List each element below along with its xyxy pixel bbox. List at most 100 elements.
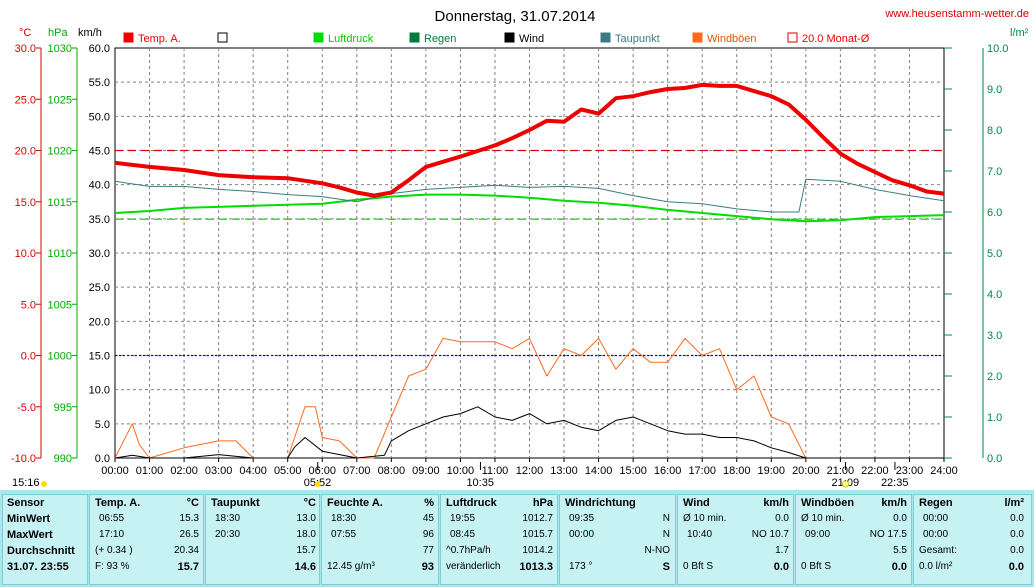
row-max: MaxWert xyxy=(7,529,53,541)
legend-swatch xyxy=(217,32,228,43)
gust-value: NO 17.5 xyxy=(869,529,907,540)
rain-value: 0.0 xyxy=(1010,545,1024,556)
x-tick-label: 02:00 xyxy=(170,465,198,477)
pressure-tick-label: 1025 xyxy=(48,94,72,106)
legend-label: Luftdruck xyxy=(328,33,374,45)
x-tick-label: 09:00 xyxy=(412,465,440,477)
dewpoint-column xyxy=(205,494,320,585)
direction-value: S xyxy=(662,561,670,573)
pressure-header: Luftdruck xyxy=(446,497,497,509)
dewpoint-unit: °C xyxy=(303,497,316,509)
pressure-tick-label: 1020 xyxy=(48,146,72,158)
direction-value: N-NO xyxy=(644,545,670,556)
x-tick-label: 12:00 xyxy=(516,465,544,477)
direction-label: 00:00 xyxy=(569,529,595,540)
x-tick-label: 22:00 xyxy=(861,465,889,477)
pressure-tick-label: 1015 xyxy=(48,197,72,209)
rain-tick-label: 4.0 xyxy=(987,289,1002,301)
gust-label: 09:00 xyxy=(805,529,831,540)
temp-tick-label: 20.0 xyxy=(15,146,36,158)
legend-label: Wind xyxy=(519,33,544,45)
weather-chart: Donnerstag, 31.07.2014 www.heusenstamm-we… xyxy=(11,8,1029,489)
wind-tick-label: 15.0 xyxy=(89,351,110,363)
gust-header: Windböen xyxy=(801,497,855,509)
temp-tick-label: -5.0 xyxy=(17,402,36,414)
legend-swatch xyxy=(409,32,420,43)
series-line-luftdruck xyxy=(114,193,945,223)
temp-tick-label: 30.0 xyxy=(15,43,36,55)
rain-value: 0.0 xyxy=(1010,513,1024,524)
series-line-taupunkt xyxy=(114,178,945,213)
series-line-wind xyxy=(114,406,944,459)
x-tick-label: 15:00 xyxy=(619,465,647,477)
temp-label: 17:10 xyxy=(99,529,125,540)
x-tick-label: 04:00 xyxy=(239,465,267,477)
dewpoint-label: 18:30 xyxy=(215,513,241,524)
pressure-tick-label: 990 xyxy=(54,453,72,465)
chart-title: Donnerstag, 31.07.2014 xyxy=(435,8,596,25)
temp-unit-label: °C xyxy=(19,27,31,39)
x-tick-label: 18:00 xyxy=(723,465,751,477)
pressure-value: 1015.7 xyxy=(522,529,553,540)
pressure-value: 1012.7 xyxy=(522,513,553,524)
x-tick-label: 24:00 xyxy=(930,465,958,477)
x-tick-label: 19:00 xyxy=(758,465,786,477)
site-url: www.heusenstamm-wetter.de xyxy=(884,8,1029,20)
wind-tick-label: 20.0 xyxy=(89,316,110,328)
wind-tick-label: 55.0 xyxy=(89,77,110,89)
legend-swatch xyxy=(692,32,703,43)
rain-unit: l/m² xyxy=(1004,497,1024,509)
wind-header: Wind xyxy=(683,497,710,509)
row-avg: Durchschnitt xyxy=(7,545,75,557)
rain-value: 0.0 xyxy=(1008,561,1024,573)
dewpoint-value: 15.7 xyxy=(296,545,316,556)
humidity-label: 18:30 xyxy=(331,513,357,524)
moon-icon xyxy=(842,480,850,488)
rain-tick-label: 0.0 xyxy=(987,453,1002,465)
legend-swatch xyxy=(123,32,134,43)
direction-header: Windrichtung xyxy=(565,497,636,509)
wind-tick-label: 50.0 xyxy=(89,111,110,123)
rain-tick-label: 3.0 xyxy=(987,330,1002,342)
dewpoint-label: 20:30 xyxy=(215,529,241,540)
rain-tick-label: 5.0 xyxy=(987,248,1002,260)
x-tick-label: 03:00 xyxy=(205,465,233,477)
x-tick-label: 23:00 xyxy=(896,465,924,477)
humidity-value: 77 xyxy=(422,545,434,556)
rain-unit-label: l/m² xyxy=(1010,27,1029,39)
rain-tick-label: 8.0 xyxy=(987,125,1002,137)
x-tick-label: 07:00 xyxy=(343,465,371,477)
wind-tick-label: 25.0 xyxy=(89,282,110,294)
legend-label: Taupunkt xyxy=(615,33,660,45)
event-time-label: 22:35 xyxy=(881,477,909,489)
direction-value: N xyxy=(662,529,670,540)
rain-label: 00:00 xyxy=(923,529,949,540)
temp-unit: °C xyxy=(186,497,199,509)
x-tick-label: 10:00 xyxy=(447,465,475,477)
sun-icon xyxy=(314,481,321,487)
gust-value: 0.0 xyxy=(891,561,907,573)
humidity-label: 12.45 g/m³ xyxy=(327,561,375,572)
direction-label: 173 ° xyxy=(569,561,593,572)
temp-tick-label: -10.0 xyxy=(11,453,36,465)
wind-value: 0.0 xyxy=(773,561,789,573)
temp-value: 15.7 xyxy=(177,561,199,573)
header-sensor: Sensor xyxy=(7,497,45,509)
event-time-label: 15:16 xyxy=(12,477,40,489)
x-tick-label: 06:00 xyxy=(308,465,336,477)
pressure-value: 1014.2 xyxy=(522,545,553,556)
row-now: 31.07. 23:55 xyxy=(7,561,69,573)
legend-label: Regen xyxy=(424,33,456,45)
x-tick-label: 17:00 xyxy=(688,465,716,477)
wind-value: 0.0 xyxy=(775,513,789,524)
x-tick-label: 11:00 xyxy=(482,465,509,477)
dewpoint-value: 14.6 xyxy=(294,561,316,573)
rain-label: Gesamt: xyxy=(919,545,957,556)
gust-label: Ø 10 min. xyxy=(801,513,845,524)
temp-value: 15.3 xyxy=(179,513,199,524)
humidity-value: 96 xyxy=(422,529,434,540)
pressure-label: veränderlich xyxy=(446,561,501,572)
dewpoint-header: Taupunkt xyxy=(211,497,260,509)
legend-swatch xyxy=(787,32,798,43)
pressure-tick-label: 1030 xyxy=(48,43,72,55)
